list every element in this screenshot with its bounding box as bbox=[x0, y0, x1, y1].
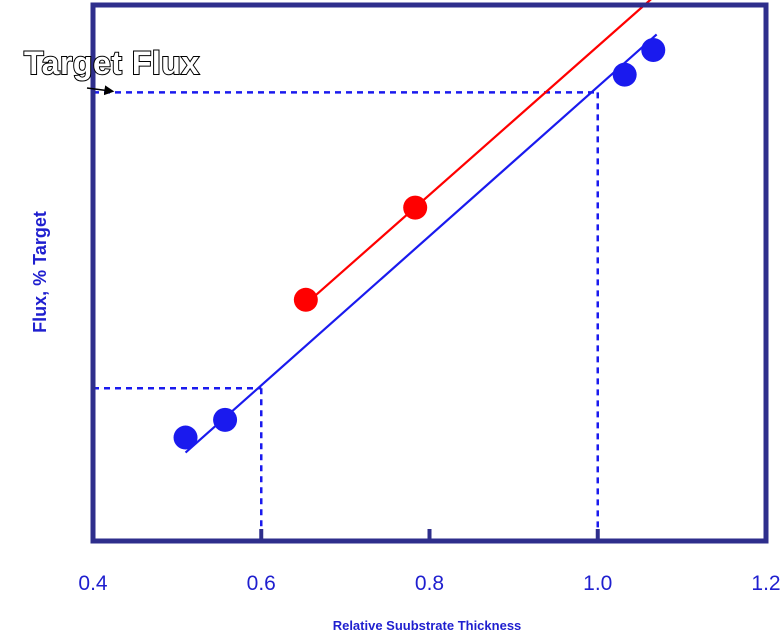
y-axis-title: Flux, % Target bbox=[30, 211, 50, 333]
data-point-blue-3 bbox=[612, 62, 637, 87]
x-tick-label-2: 0.6 bbox=[247, 572, 276, 595]
fit-line-red bbox=[306, 0, 652, 304]
data-point-red-1 bbox=[293, 287, 318, 312]
data-point-blue-2 bbox=[213, 407, 238, 432]
x-tick-label-4: 1.0 bbox=[583, 572, 612, 595]
fit-line-blue bbox=[184, 33, 658, 454]
annotation-arrow bbox=[86, 85, 115, 96]
plot-frame bbox=[90, 2, 769, 544]
data-point-red-2 bbox=[403, 195, 428, 220]
data-point-blue-4 bbox=[641, 38, 666, 63]
x-tick-label-3: 0.8 bbox=[415, 572, 444, 595]
x-tick-label-1: 0.4 bbox=[78, 572, 108, 595]
data-point-blue-1 bbox=[173, 425, 198, 450]
x-tick-label-5: 1.2 bbox=[751, 572, 780, 595]
x-axis-title: Relative Suubstrate Thickness bbox=[333, 618, 522, 633]
annotation-target-flux: Target Flux bbox=[24, 45, 200, 81]
